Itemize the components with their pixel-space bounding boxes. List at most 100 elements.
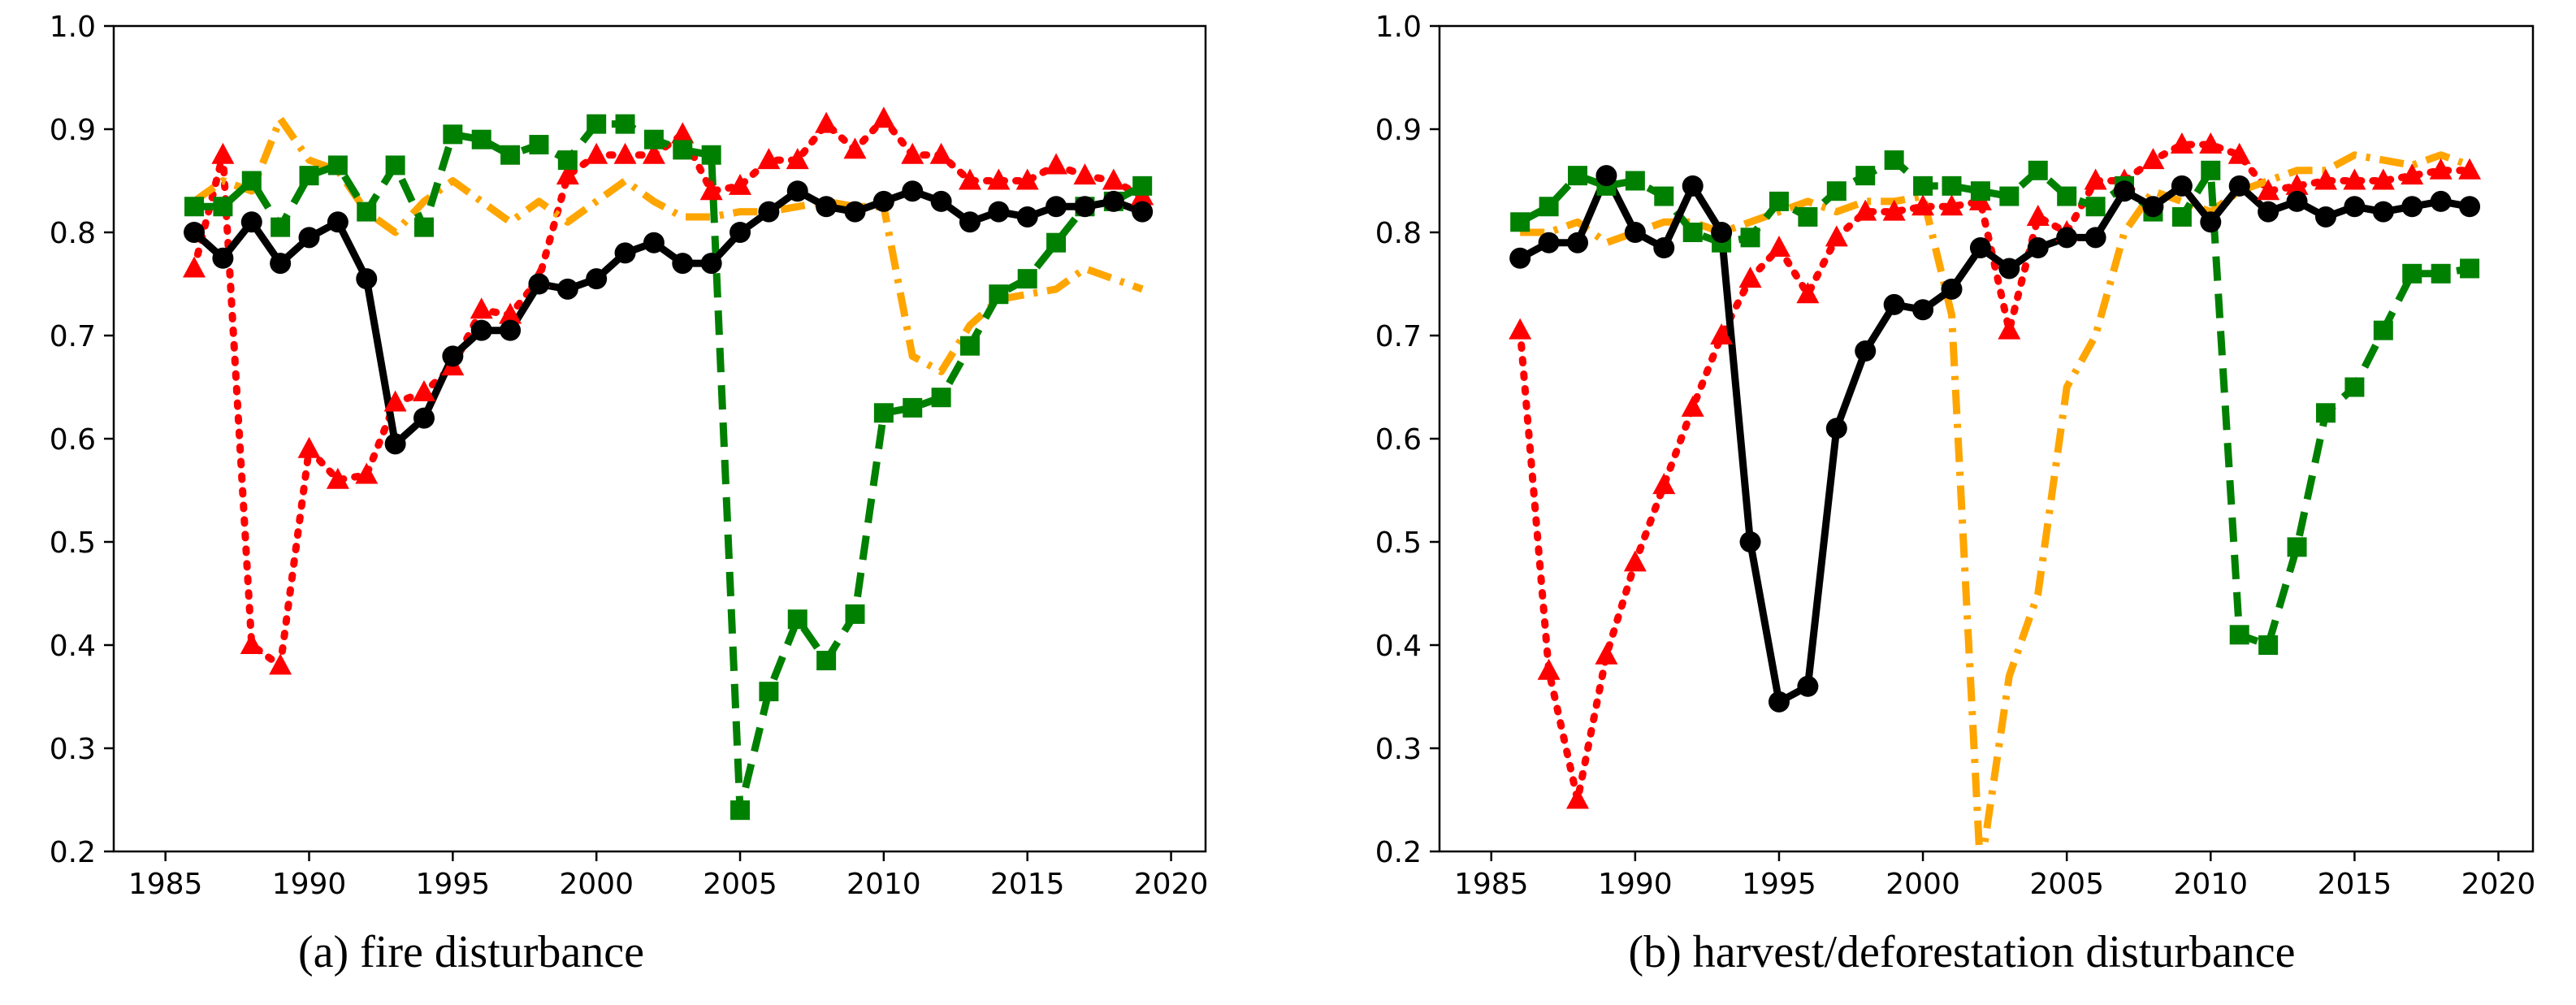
data-point-red-dotted-triangle-1991	[326, 467, 349, 489]
data-point-black-solid-circle-1989	[270, 253, 292, 275]
data-point-red-dotted-triangle-1994	[1738, 266, 1762, 288]
data-point-green-dashed-square-2004	[701, 145, 721, 165]
data-point-black-solid-circle-1998	[528, 273, 550, 295]
data-point-green-dashed-square-1989	[271, 217, 291, 237]
data-point-green-dashed-square-2009	[845, 604, 865, 624]
data-point-green-dashed-square-2010	[873, 403, 894, 423]
data-point-black-solid-circle-2002	[643, 232, 665, 253]
data-point-black-solid-circle-2004	[2027, 237, 2049, 259]
data-point-red-dotted-triangle-2017	[2401, 163, 2424, 185]
data-point-green-dashed-square-1997	[500, 145, 521, 165]
data-point-red-dotted-triangle-2014	[2314, 168, 2337, 190]
data-point-red-dotted-triangle-1996	[1796, 282, 1820, 304]
y-tick-label-0.7: 0.7	[50, 320, 96, 353]
data-point-black-solid-circle-1990	[1624, 222, 1646, 243]
data-point-red-dotted-triangle-2015	[2343, 168, 2366, 190]
data-point-red-dotted-triangle-2003	[1998, 318, 2021, 340]
data-point-green-dashed-square-1987	[213, 197, 233, 217]
data-point-black-solid-circle-1993	[384, 433, 406, 455]
data-point-green-dashed-square-2013	[2287, 537, 2307, 557]
data-point-red-dotted-triangle-2017	[1073, 163, 1097, 185]
data-point-red-dotted-triangle-2013	[958, 168, 981, 190]
data-point-black-solid-circle-2007	[786, 180, 808, 202]
data-point-red-dotted-triangle-2010	[872, 106, 895, 128]
data-point-green-dashed-square-1995	[443, 124, 463, 145]
data-point-green-dashed-square-1998	[1855, 166, 1876, 186]
data-point-green-dashed-square-2000	[1913, 175, 1933, 196]
data-point-black-solid-circle-2001	[614, 242, 636, 264]
data-point-red-dotted-triangle-2006	[757, 148, 781, 170]
data-point-red-dotted-triangle-1996	[470, 297, 493, 319]
data-point-green-dashed-square-2003	[673, 140, 693, 160]
data-point-red-dotted-triangle-1991	[1652, 473, 1676, 495]
data-point-black-solid-circle-1987	[1538, 232, 1560, 253]
data-point-red-dotted-triangle-2016	[2371, 168, 2395, 190]
data-point-red-dotted-triangle-2011	[901, 142, 924, 164]
axes-frame	[1438, 24, 2535, 853]
data-point-green-dashed-square-1994	[413, 217, 434, 237]
y-tick-label-0.2: 0.2	[1375, 836, 1422, 869]
data-point-black-solid-circle-2019	[1132, 201, 1154, 223]
data-point-green-dashed-square-2001	[1942, 175, 1962, 196]
data-point-green-dashed-square-2014	[989, 284, 1009, 305]
data-point-green-dashed-square-2012	[2258, 635, 2279, 655]
data-point-green-dashed-square-2017	[2402, 263, 2422, 284]
data-point-green-dashed-square-2011	[2229, 625, 2249, 645]
data-point-red-dotted-triangle-2014	[987, 168, 1011, 190]
x-tick-label-2010: 2010	[2173, 868, 2248, 901]
data-point-green-dashed-square-2012	[931, 388, 951, 408]
data-point-black-solid-circle-2013	[2286, 190, 2308, 212]
data-point-red-dotted-triangle-1989	[1595, 643, 1618, 665]
data-point-green-dashed-square-2016	[2373, 320, 2393, 340]
data-point-red-dotted-triangle-1994	[412, 379, 435, 401]
data-point-black-solid-circle-2017	[1074, 196, 1096, 218]
data-point-green-dashed-square-2015	[2344, 377, 2365, 397]
data-point-black-solid-circle-1996	[470, 319, 492, 341]
y-tick-label-0.3: 0.3	[50, 733, 96, 766]
x-tick-label-2000: 2000	[559, 868, 634, 901]
data-point-green-dashed-square-2010	[2201, 160, 2221, 180]
x-tick-label-2005: 2005	[2029, 868, 2104, 901]
data-point-green-dashed-square-2007	[787, 609, 807, 630]
data-point-black-solid-circle-2008	[816, 196, 838, 218]
y-tick-label-0.6: 0.6	[50, 423, 96, 457]
data-point-red-dotted-triangle-1993	[383, 390, 407, 412]
data-point-green-dashed-square-2014	[2315, 403, 2336, 423]
data-point-green-dashed-square-1992	[1682, 223, 1703, 242]
data-point-green-dashed-square-2002	[643, 129, 664, 149]
data-point-black-solid-circle-1996	[1797, 675, 1819, 697]
data-point-red-dotted-triangle-1990	[1623, 550, 1647, 572]
data-point-red-dotted-triangle-1992	[1681, 395, 1704, 417]
y-tick-label-0.5: 0.5	[1375, 526, 1422, 560]
data-point-black-solid-circle-1991	[1653, 237, 1675, 259]
x-tick-label-2015: 2015	[990, 868, 1065, 901]
data-point-red-dotted-triangle-2001	[613, 142, 637, 164]
x-tick-label-2000: 2000	[1885, 868, 1960, 901]
data-point-red-dotted-triangle-1999	[556, 163, 579, 185]
data-point-black-solid-circle-2005	[2056, 227, 2078, 249]
panel-caption: (a) fire disturbance	[298, 927, 644, 977]
data-point-black-solid-circle-1989	[1595, 165, 1617, 187]
data-point-green-dashed-square-2001	[615, 114, 635, 134]
data-point-red-dotted-triangle-1990	[297, 436, 321, 458]
data-point-black-solid-circle-2003	[1998, 258, 2020, 279]
data-point-black-solid-circle-2011	[902, 180, 924, 202]
x-tick-label-1990: 1990	[272, 868, 347, 901]
data-point-red-dotted-triangle-1997	[1825, 225, 1848, 247]
data-point-red-dotted-triangle-1999	[1882, 199, 1906, 221]
y-tick-label-0.9: 0.9	[1375, 114, 1422, 147]
data-point-black-solid-circle-2009	[844, 201, 866, 223]
data-point-black-solid-circle-2003	[672, 253, 694, 275]
data-point-red-dotted-triangle-2013	[2285, 173, 2309, 195]
data-point-green-dashed-square-1990	[1625, 171, 1645, 191]
data-point-green-dashed-square-2006	[759, 682, 779, 702]
x-tick-label-2005: 2005	[703, 868, 777, 901]
data-point-red-dotted-triangle-1987	[1537, 658, 1561, 680]
data-point-black-solid-circle-2010	[2200, 211, 2222, 233]
data-point-red-dotted-triangle-1998	[1854, 199, 1877, 221]
data-point-red-dotted-triangle-1993	[1710, 323, 1734, 344]
data-point-black-solid-circle-1998	[1855, 340, 1877, 362]
data-point-black-solid-circle-2012	[930, 190, 952, 212]
data-point-green-dashed-square-2000	[587, 114, 607, 134]
